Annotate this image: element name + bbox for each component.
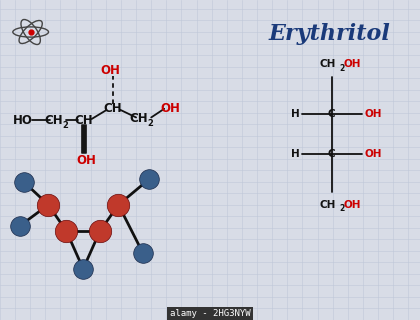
Point <box>80 266 87 271</box>
Point <box>97 228 103 234</box>
Point <box>21 180 28 185</box>
Point <box>63 228 70 234</box>
Text: CH: CH <box>45 114 63 126</box>
Text: 2: 2 <box>147 119 153 128</box>
Text: 2: 2 <box>62 121 68 130</box>
Text: OH: OH <box>344 200 361 210</box>
Text: 2: 2 <box>339 64 345 73</box>
Text: alamy - 2HG3NYW: alamy - 2HG3NYW <box>170 309 250 318</box>
Text: OH: OH <box>364 108 382 119</box>
Point <box>146 177 152 182</box>
Point <box>139 250 146 255</box>
Text: CH: CH <box>320 200 336 210</box>
Text: OH: OH <box>364 148 382 159</box>
Text: OH: OH <box>160 102 180 115</box>
Text: H: H <box>291 108 299 119</box>
Text: 2: 2 <box>339 204 345 213</box>
Text: CH: CH <box>320 59 336 69</box>
Text: Erythritol: Erythritol <box>269 23 391 44</box>
Text: CH: CH <box>75 114 93 126</box>
Point <box>17 223 24 228</box>
Point <box>45 202 52 207</box>
Point <box>115 202 122 207</box>
Text: C: C <box>328 108 336 119</box>
Text: H: H <box>291 148 299 159</box>
Text: OH: OH <box>344 59 361 69</box>
Text: OH: OH <box>100 64 121 77</box>
Text: C: C <box>328 148 336 159</box>
Text: HO: HO <box>13 114 33 126</box>
Text: CH: CH <box>130 112 148 125</box>
Text: OH: OH <box>76 154 96 166</box>
Text: CH: CH <box>103 102 122 115</box>
